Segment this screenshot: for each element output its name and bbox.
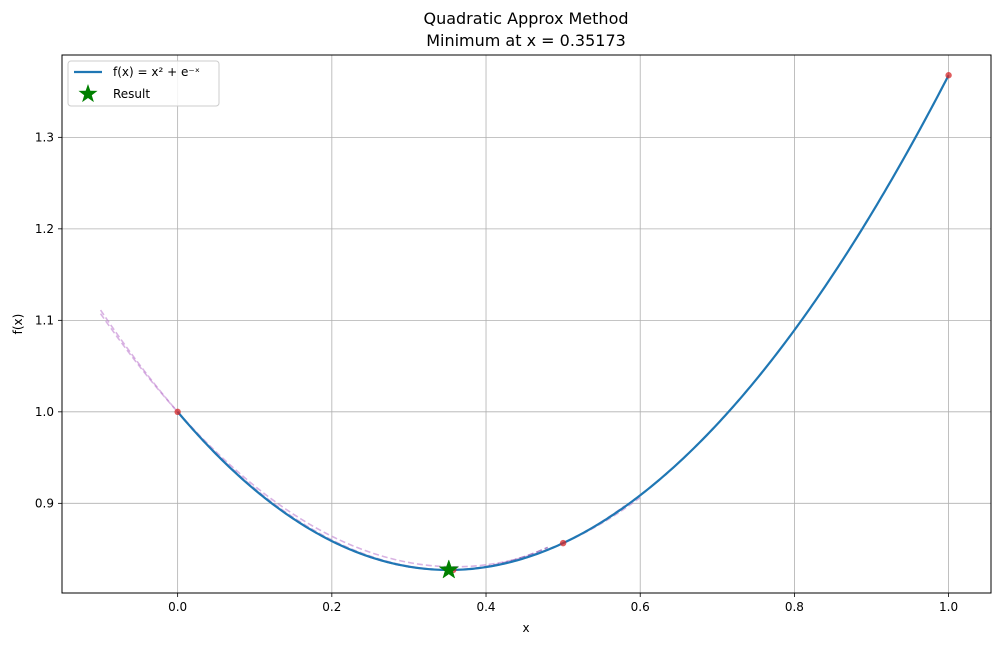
x-axis-ticks: 0.0 0.2 0.4 0.6 0.8 1.0 bbox=[168, 593, 958, 614]
y-tick-label: 1.1 bbox=[35, 313, 54, 327]
result-star-marker bbox=[438, 559, 460, 579]
x-tick-label: 0.2 bbox=[322, 600, 341, 614]
x-tick-label: 0.8 bbox=[785, 600, 804, 614]
legend: f(x) = x² + e⁻ˣ Result bbox=[67, 60, 220, 107]
y-tick-label: 1.3 bbox=[35, 130, 54, 144]
legend-star-icon bbox=[78, 84, 98, 103]
result-marker-layer bbox=[438, 559, 460, 579]
iteration-point bbox=[174, 408, 181, 416]
iteration-point bbox=[945, 72, 952, 79]
y-tick-label: 1.0 bbox=[35, 405, 54, 419]
chart-subtitle: Minimum at x = 0.35173 bbox=[426, 31, 626, 50]
x-tick-label: 0.6 bbox=[631, 600, 650, 614]
y-tick-label: 0.9 bbox=[35, 496, 54, 510]
x-tick-label: 0.0 bbox=[168, 600, 187, 614]
plot-frame bbox=[61, 54, 992, 594]
legend-box bbox=[67, 60, 220, 107]
y-tick-label: 1.2 bbox=[35, 222, 54, 236]
x-axis-label: x bbox=[522, 621, 529, 635]
x-tick-label: 0.4 bbox=[476, 600, 495, 614]
grid bbox=[62, 55, 991, 593]
x-tick-label: 1.0 bbox=[939, 600, 958, 614]
legend-entry-function: f(x) = x² + e⁻ˣ bbox=[113, 65, 200, 79]
iteration-point bbox=[559, 539, 567, 547]
y-axis-label: f(x) bbox=[11, 314, 25, 335]
y-axis-ticks: 0.9 1.0 1.1 1.2 1.3 bbox=[35, 130, 62, 510]
chart-title: Quadratic Approx Method bbox=[423, 9, 628, 28]
legend-entry-result: Result bbox=[113, 87, 150, 101]
